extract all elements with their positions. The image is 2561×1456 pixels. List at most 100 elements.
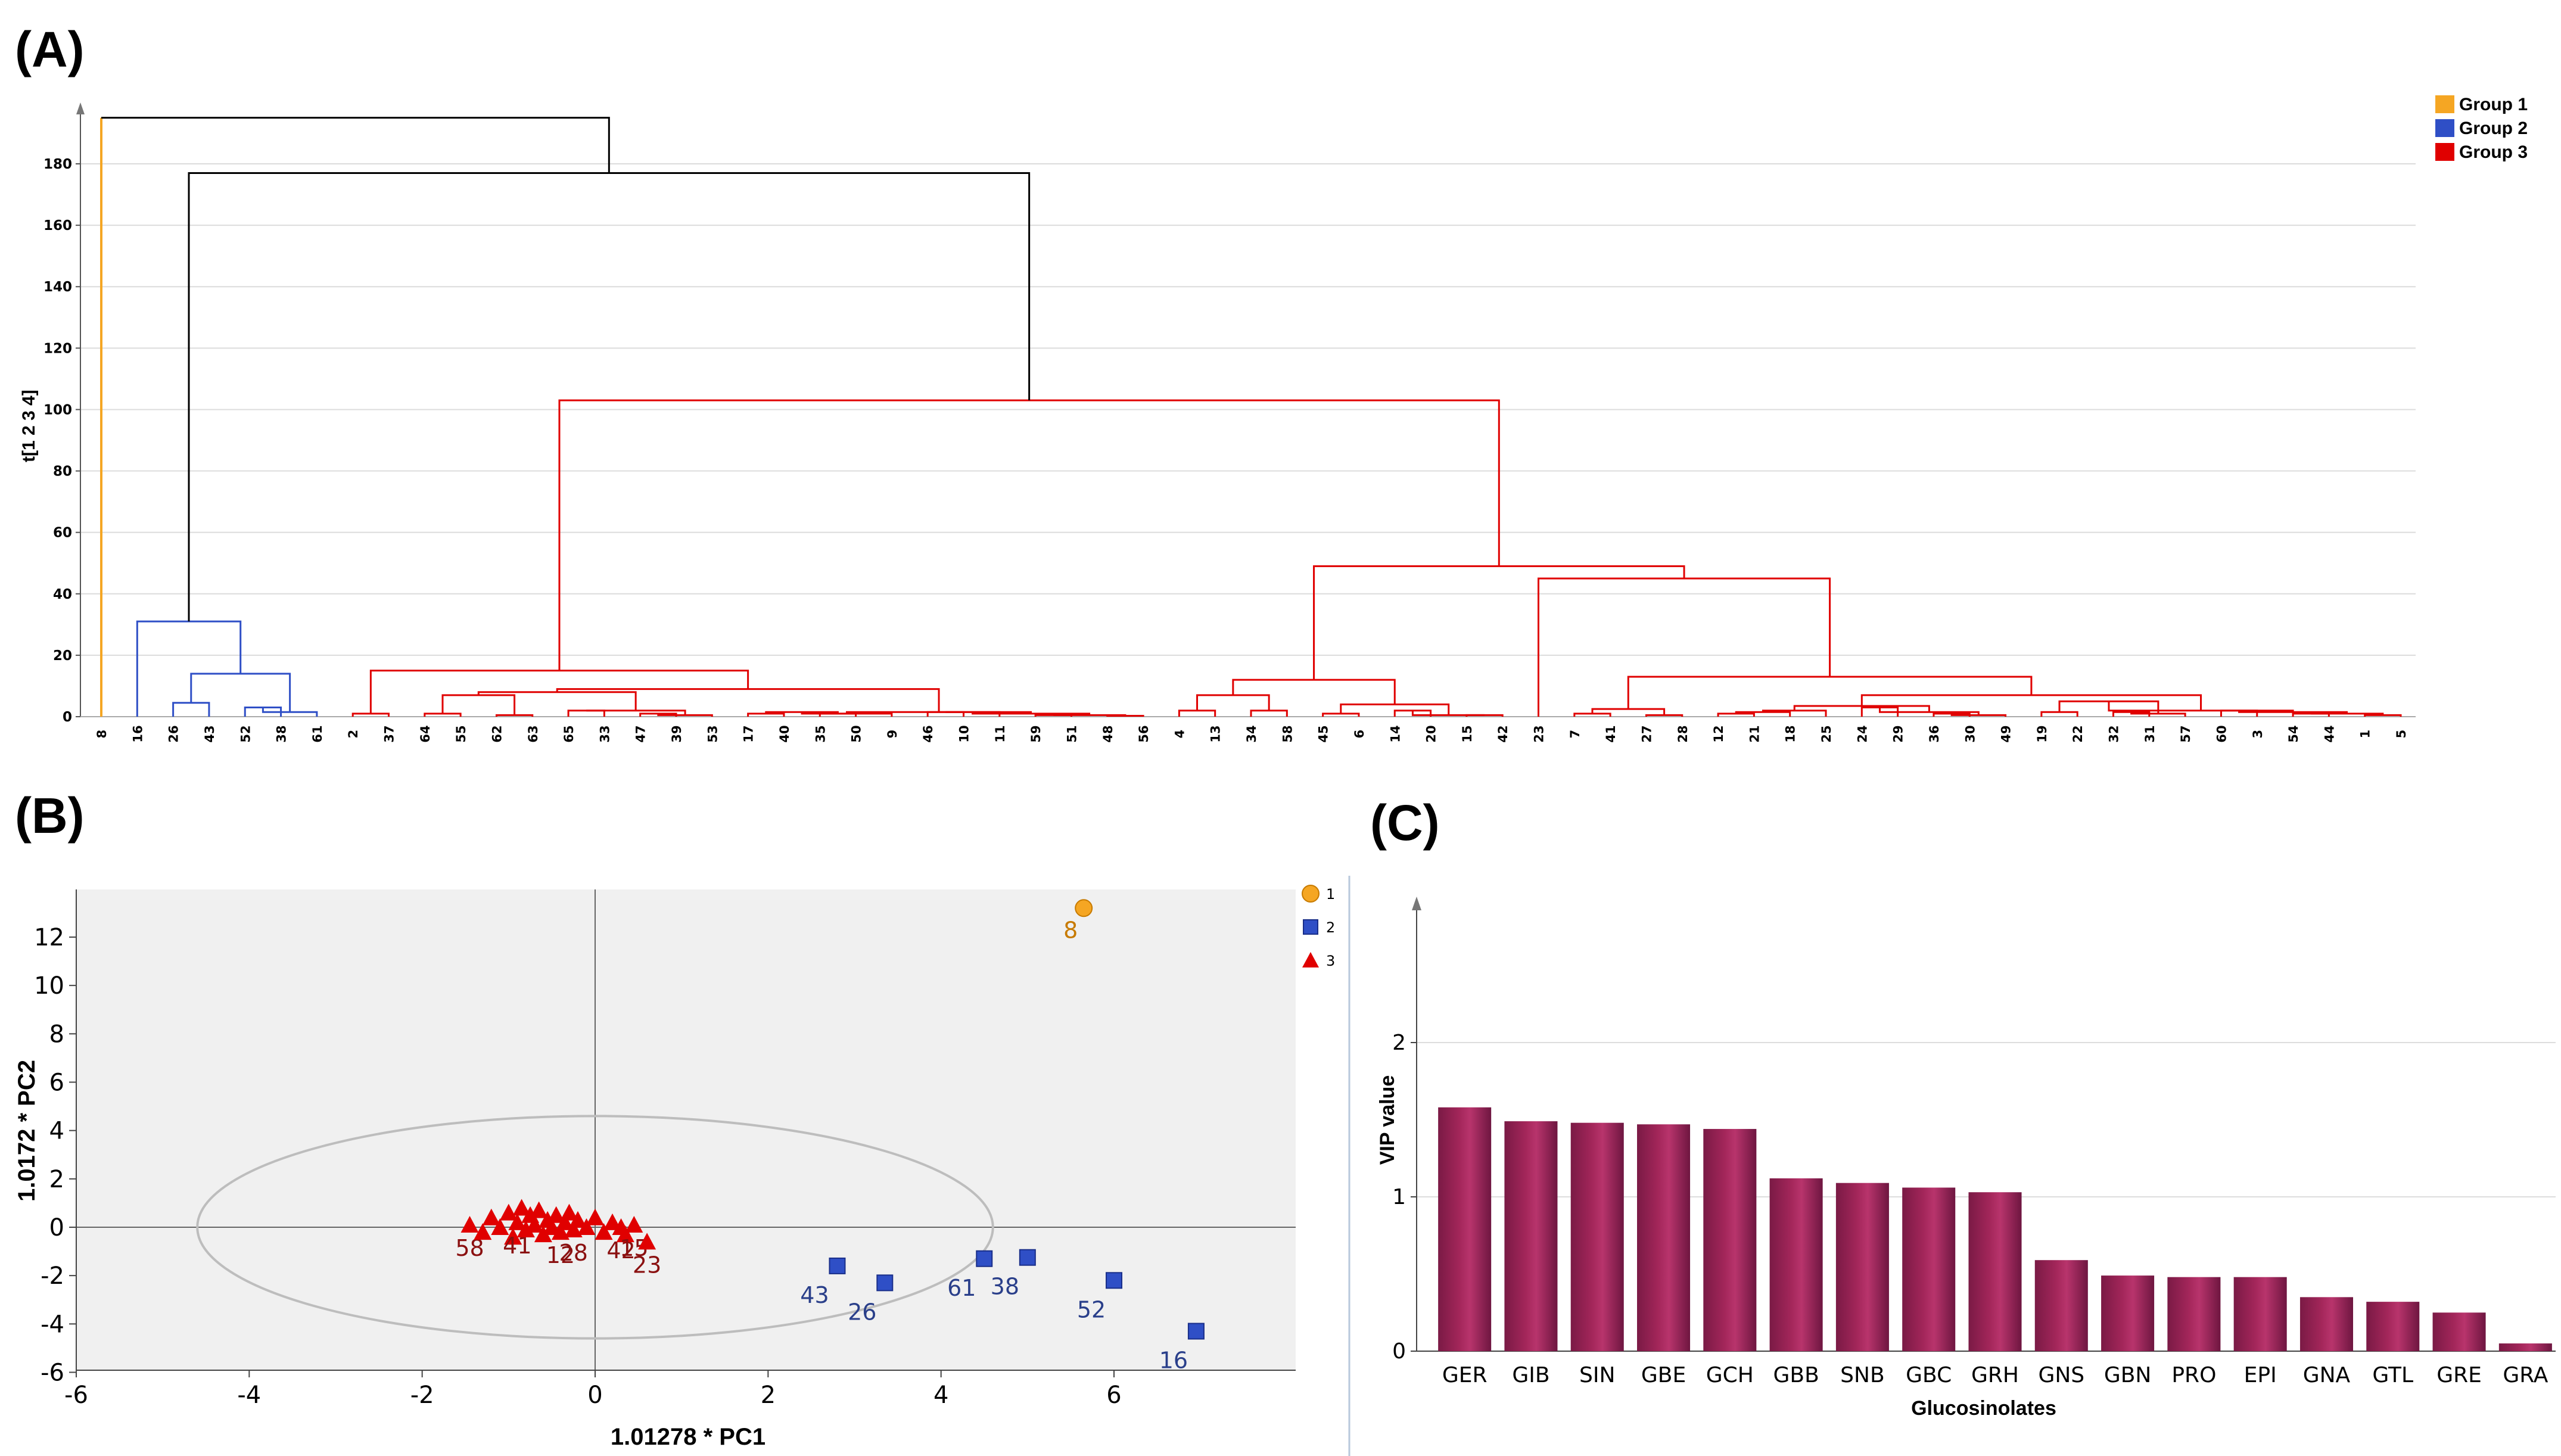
dendrogram-branch xyxy=(172,702,210,717)
vip-x-tick-label: GCH xyxy=(1706,1363,1754,1387)
dendrogram-y-tick-label: 120 xyxy=(43,341,72,356)
dendrogram-branch xyxy=(369,670,749,714)
vip-x-tick-label: GRH xyxy=(1971,1363,2019,1387)
vip-bar xyxy=(2366,1302,2420,1351)
pca-y-tick-label: 10 xyxy=(34,972,64,1000)
pca-point-triangle xyxy=(638,1233,656,1250)
dendrogram-leaf-label: 13 xyxy=(1209,725,1223,742)
pca-point-triangle xyxy=(516,1221,535,1238)
pca-point-square xyxy=(1106,1272,1122,1289)
dendrogram-leaf-label: 21 xyxy=(1747,725,1762,742)
dendrogram-leaf-label: 46 xyxy=(921,725,935,742)
dendrogram-branch xyxy=(2108,701,2294,713)
pca-legend-circle xyxy=(1302,885,1320,903)
pca-x-tick-label: -4 xyxy=(237,1382,261,1409)
pca-point-triangle xyxy=(616,1225,634,1243)
dendrogram-leaf-label: 65 xyxy=(562,725,576,742)
pca-point-label: 12 xyxy=(546,1242,575,1268)
pca-point-label: 23 xyxy=(633,1252,661,1278)
pca-y-tick-label: -4 xyxy=(41,1311,64,1338)
dendrogram-branch xyxy=(1340,703,1450,715)
vip-x-tick-label: GBE xyxy=(1641,1363,1686,1387)
vip-y-label: VIP value xyxy=(1376,1075,1399,1165)
pca-x-tick-label: 6 xyxy=(1106,1382,1121,1409)
pca-y-tick-label: -2 xyxy=(41,1262,64,1290)
pca-y-tick-label: 4 xyxy=(49,1118,64,1145)
dendrogram-branch xyxy=(477,691,637,711)
vip-x-tick-label: GNS xyxy=(2038,1363,2084,1387)
dendrogram-branch xyxy=(441,694,516,715)
dendrogram-leaf-label: 32 xyxy=(2107,725,2121,742)
dendrogram-leaf-label: 7 xyxy=(1568,730,1582,739)
dendrogram-leaf-label: 1 xyxy=(2358,730,2373,739)
vip-bar xyxy=(2432,1312,2486,1351)
dendrogram-leaf-label: 26 xyxy=(167,725,181,742)
vip-x-label: Glucosinolates xyxy=(1911,1397,2056,1420)
pca-legend-label: 1 xyxy=(1326,886,1335,903)
dendrogram-y-axis xyxy=(76,102,2416,717)
pca-point-label: 43 xyxy=(800,1282,829,1308)
pca-x-label: 1.01278 * PC1 xyxy=(611,1424,766,1450)
pca-point-triangle xyxy=(556,1213,574,1230)
dendrogram-leaf-label: 29 xyxy=(1891,725,1906,742)
dendrogram-leaf-labels: 8 16 26 43 52 38 61 2 37 64 55 62 63 65 33 47 39 53 17 40 35… xyxy=(95,725,2408,742)
pca-point-label: 28 xyxy=(559,1240,588,1266)
pca-y-tick-label: 8 xyxy=(49,1021,64,1048)
vip-x-tick-label: EPI xyxy=(2244,1363,2277,1387)
vip-x-tick-label: GER xyxy=(1442,1363,1488,1387)
pca-point-square xyxy=(1019,1249,1036,1266)
dendrogram-y-tick-label: 60 xyxy=(53,525,72,541)
dendrogram-leaf-label: 47 xyxy=(634,725,648,742)
dendrogram-branch xyxy=(1735,711,1791,717)
dendrogram-branch xyxy=(1250,710,1288,717)
dendrogram-branch xyxy=(1538,577,1831,717)
dendrogram-leaf-label: 15 xyxy=(1460,725,1474,742)
dendrogram-y-tick-label: 140 xyxy=(43,279,72,295)
dendrogram-leaf-label: 4 xyxy=(1172,730,1187,739)
dendrogram-leaf-label: 60 xyxy=(2214,725,2229,742)
legend-swatch xyxy=(2435,143,2454,161)
dendrogram-branch xyxy=(136,620,242,717)
pca-point-triangle xyxy=(482,1208,500,1225)
dendrogram-leaf-label: 27 xyxy=(1639,725,1654,742)
pca-point-triangle xyxy=(625,1215,643,1233)
pca-y-tick-label: 6 xyxy=(49,1069,64,1097)
dendrogram-leaf-label: 62 xyxy=(490,725,504,742)
dendrogram-y-tick-label: 20 xyxy=(53,648,72,664)
pca-point-label: 61 xyxy=(947,1275,976,1301)
legend-swatch xyxy=(2435,95,2454,113)
pca-point-triangle xyxy=(564,1221,583,1238)
dendrogram-branch xyxy=(558,399,1500,671)
vip-bar xyxy=(1703,1129,1757,1351)
pca-ellipse xyxy=(196,1115,994,1340)
pca-point-triangle xyxy=(499,1203,518,1221)
pca-point-triangle xyxy=(577,1218,596,1235)
pca-y-tick-label: 0 xyxy=(49,1214,64,1242)
dendrogram-branch xyxy=(567,710,605,717)
pca-point-triangle xyxy=(560,1203,578,1221)
vip-bar xyxy=(2233,1277,2287,1351)
vip-x-tick-label: PRO xyxy=(2171,1363,2216,1387)
dendrogram-branch xyxy=(1793,705,1930,713)
dendrogram-leaf-label: 19 xyxy=(2035,725,2049,742)
panel-a-letter: (A) xyxy=(15,21,85,77)
dendrogram-leaf-label: 14 xyxy=(1388,725,1402,742)
pca-legend: 1 2 3 xyxy=(1302,885,1335,969)
dendrogram-branch xyxy=(1762,710,1827,717)
vip-x-tick-label: GRE xyxy=(2436,1363,2482,1387)
dendrogram-leaf-label: 28 xyxy=(1676,725,1690,742)
vip-y-tick-label: 0 xyxy=(1392,1339,1406,1364)
dendrogram-leaf-label: 39 xyxy=(670,725,684,742)
vip-x-tick-label: GIB xyxy=(1512,1363,1549,1387)
vip-bar xyxy=(1769,1178,1823,1351)
dendrogram-leaf-label: 64 xyxy=(418,725,432,742)
pca-x-tick-label: 4 xyxy=(933,1382,948,1409)
pca-legend-triangle xyxy=(1302,952,1319,967)
pca-point-triangle xyxy=(460,1215,479,1233)
pca-point-square xyxy=(976,1250,993,1267)
dendrogram-leaf-label: 42 xyxy=(1496,725,1510,742)
dendrogram-y-label: t[1 2 3 4] xyxy=(19,390,39,462)
dendrogram-branch xyxy=(2311,713,2384,715)
dendrogram-leaf-label: 24 xyxy=(1855,725,1869,742)
